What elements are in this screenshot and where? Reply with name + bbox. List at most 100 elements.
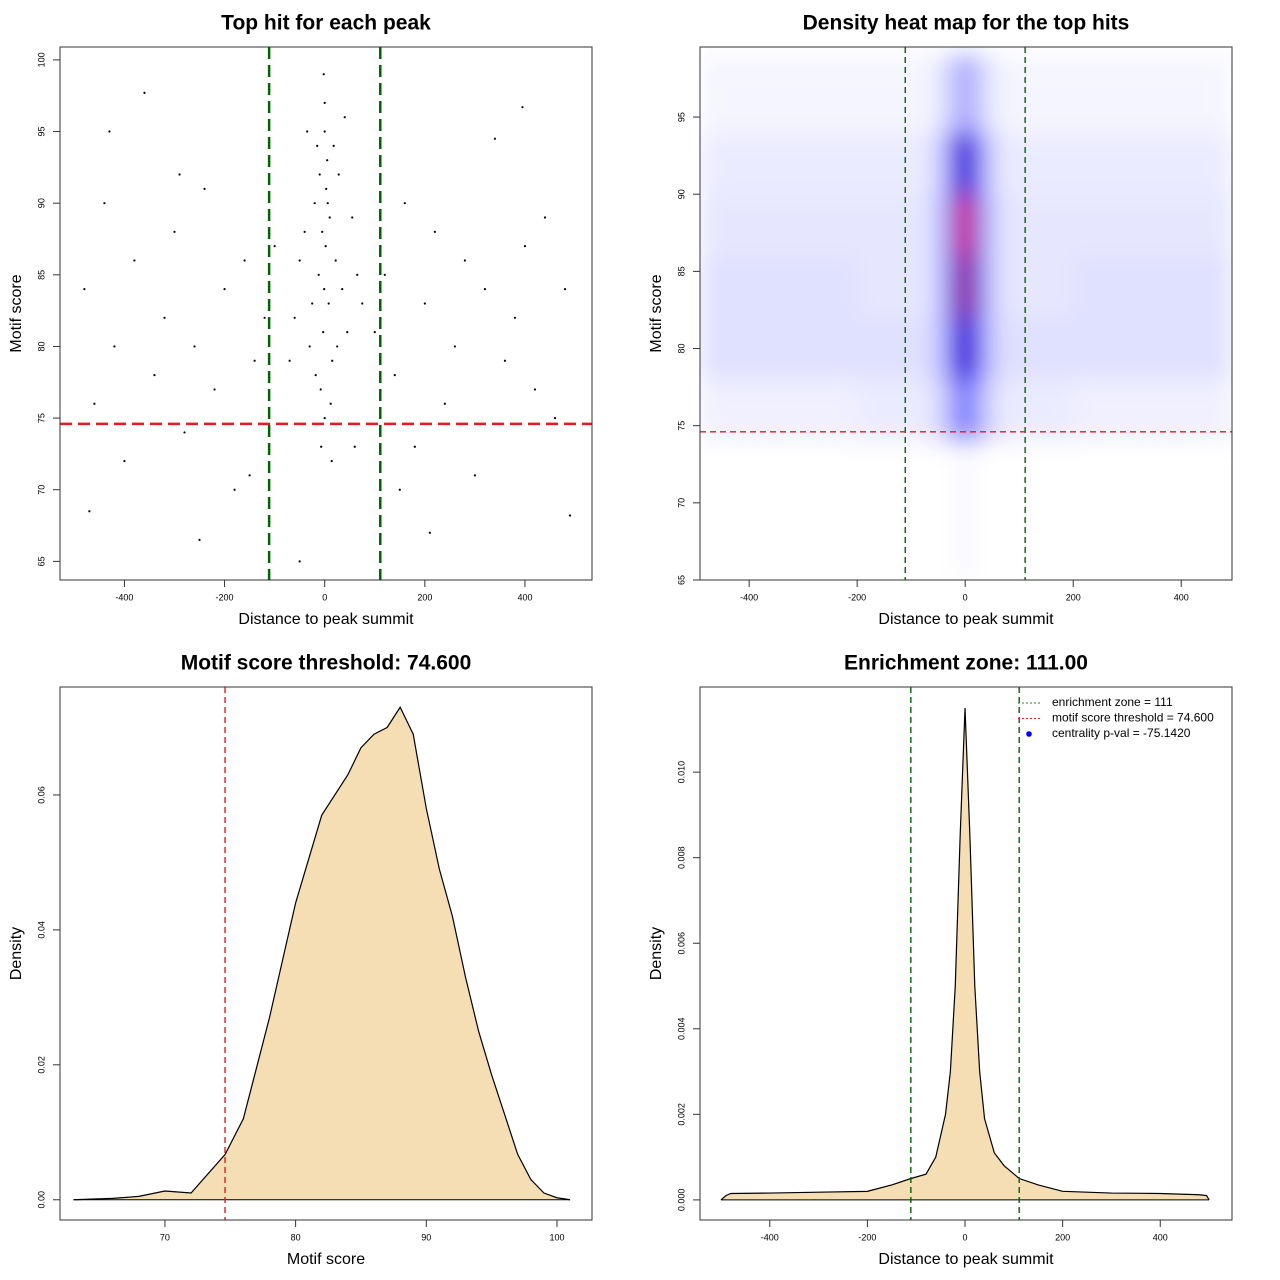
panel: Top hit for each peak Distance to peak su… (8, 12, 593, 628)
point (183, 431, 186, 434)
point (288, 359, 291, 362)
point (173, 230, 176, 233)
heat-cell (948, 379, 960, 442)
heat-cell (857, 55, 934, 133)
point (521, 106, 524, 109)
x-axis-label: Motif score (287, 1251, 365, 1268)
heat-cell (932, 379, 950, 442)
point (325, 187, 328, 190)
heat-cell (997, 255, 1074, 319)
y-tick-label: 85 (36, 270, 46, 280)
point (403, 202, 406, 205)
point (311, 302, 314, 305)
point (331, 359, 334, 362)
heat-cell (997, 132, 1074, 195)
point (320, 445, 323, 448)
x-tick-label: 0 (963, 1232, 968, 1242)
point (553, 416, 557, 420)
point (273, 245, 276, 248)
point (428, 531, 431, 534)
heat-layer (700, 55, 1232, 580)
point (316, 144, 319, 147)
heat-cell (948, 132, 960, 195)
x-tick-label: 80 (291, 1232, 301, 1242)
x-axis-label: Distance to peak summit (878, 611, 1054, 628)
y-tick-label: 80 (676, 344, 686, 354)
point (319, 388, 322, 391)
panel: Density heat map for the top hits Distanc… (648, 12, 1233, 628)
legend-symbol (1026, 731, 1032, 737)
point (198, 538, 201, 541)
point (543, 216, 547, 219)
point (373, 331, 376, 334)
y-tick-label: 75 (676, 421, 686, 431)
y-tick-label: 85 (676, 266, 686, 276)
heat-cell (981, 255, 999, 319)
point (323, 288, 326, 291)
point (321, 230, 324, 233)
point (253, 359, 256, 362)
point (317, 273, 320, 276)
point (323, 416, 326, 420)
heat-cell (1073, 317, 1232, 380)
point (323, 130, 326, 133)
point (326, 202, 329, 205)
point (346, 331, 349, 334)
y-tick-label: 65 (676, 575, 686, 585)
heat-cell (958, 194, 973, 257)
x-tick-label: 200 (1055, 1232, 1070, 1242)
chart-title: Motif score threshold: 74.600 (181, 652, 472, 675)
point (318, 173, 321, 176)
point (337, 173, 340, 176)
heat-cell (958, 441, 973, 580)
x-tick-label: -400 (761, 1232, 779, 1242)
point (248, 474, 251, 477)
y-tick-label: 0.02 (36, 1056, 46, 1074)
legend-label: enrichment zone = 111 (1052, 695, 1173, 709)
point (298, 560, 301, 563)
point (293, 316, 296, 319)
heat-cell (1073, 55, 1232, 133)
point (433, 230, 436, 233)
x-tick-label: 70 (160, 1232, 170, 1242)
point (329, 402, 332, 405)
heat-cell (857, 132, 934, 195)
x-axis-label: Distance to peak summit (238, 611, 414, 628)
point (263, 316, 266, 319)
chart-title: Density heat map for the top hits (803, 12, 1130, 35)
point (324, 245, 327, 248)
heat-cell (1073, 441, 1232, 580)
chart-title: Top hit for each peak (221, 12, 431, 35)
heat-cell (997, 55, 1074, 133)
heat-cell (971, 255, 982, 319)
point (393, 374, 396, 377)
x-tick-label: 200 (1066, 592, 1081, 602)
point (306, 130, 309, 133)
point (328, 216, 331, 219)
point (83, 288, 86, 291)
x-tick-label: -200 (858, 1232, 876, 1242)
y-tick-label: 0.004 (676, 1018, 686, 1041)
plot-area (700, 47, 1232, 580)
point (383, 273, 386, 276)
point (322, 73, 325, 76)
point (153, 374, 156, 377)
heat-cell (857, 317, 934, 380)
density-area (73, 707, 571, 1200)
x-tick-label: 400 (1174, 592, 1189, 602)
heat-cell (700, 441, 858, 580)
heat-cell (932, 55, 950, 133)
y-axis-label: Density (648, 927, 665, 980)
point (323, 101, 326, 104)
heat-cell (1073, 255, 1232, 319)
x-tick-label: -400 (740, 592, 758, 602)
point (341, 288, 344, 291)
y-tick-label: 95 (676, 112, 686, 122)
heat-cell (981, 194, 999, 257)
heat-cell (948, 55, 960, 133)
heat-cell (857, 194, 934, 257)
y-tick-label: 75 (36, 413, 46, 423)
y-axis-label: Density (8, 927, 25, 980)
x-tick-label: -200 (848, 592, 866, 602)
